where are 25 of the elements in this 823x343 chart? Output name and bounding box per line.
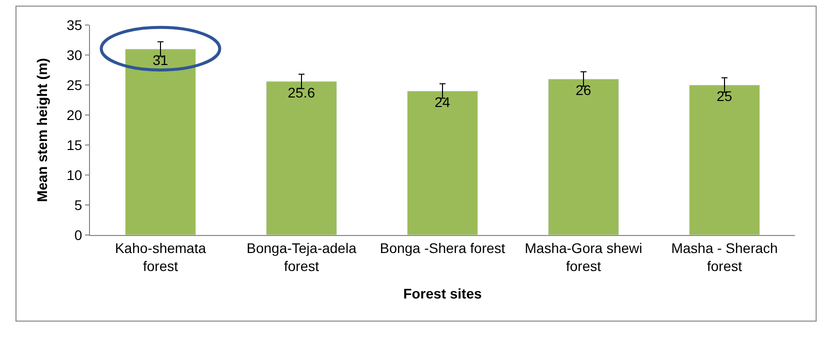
data-label: 25.6 [288,84,316,100]
data-label: 26 [576,82,592,98]
x-tick-label: Masha - Sherach forest [671,240,778,274]
x-axis-title: Forest sites [403,285,482,302]
y-tick-label: 20 [66,106,82,123]
bar [548,78,619,235]
x-tick-label: Kaho-shemata forest [114,240,206,274]
x-tick-label: Masha-Gora shewi forest [524,240,642,274]
y-tick-label: 35 [66,16,82,33]
y-axis-title: Mean stem height (m) [34,58,50,202]
bar [125,48,196,235]
y-tick-label: 15 [66,136,82,153]
x-tick-label: Bonga -Shera forest [380,240,506,256]
bar [689,84,760,235]
bar [407,90,478,235]
data-label: 25 [716,88,732,104]
data-label: 31 [152,52,168,68]
y-tick-label: 30 [66,46,82,63]
bar [266,81,337,235]
y-tick-label: 10 [66,166,82,183]
y-tick-label: 0 [74,226,82,243]
y-tick-label: 25 [66,76,82,93]
y-tick-label: 5 [74,196,82,213]
data-label: 24 [434,94,450,110]
x-tick-label: Bonga-Teja-adela forest [246,240,357,274]
